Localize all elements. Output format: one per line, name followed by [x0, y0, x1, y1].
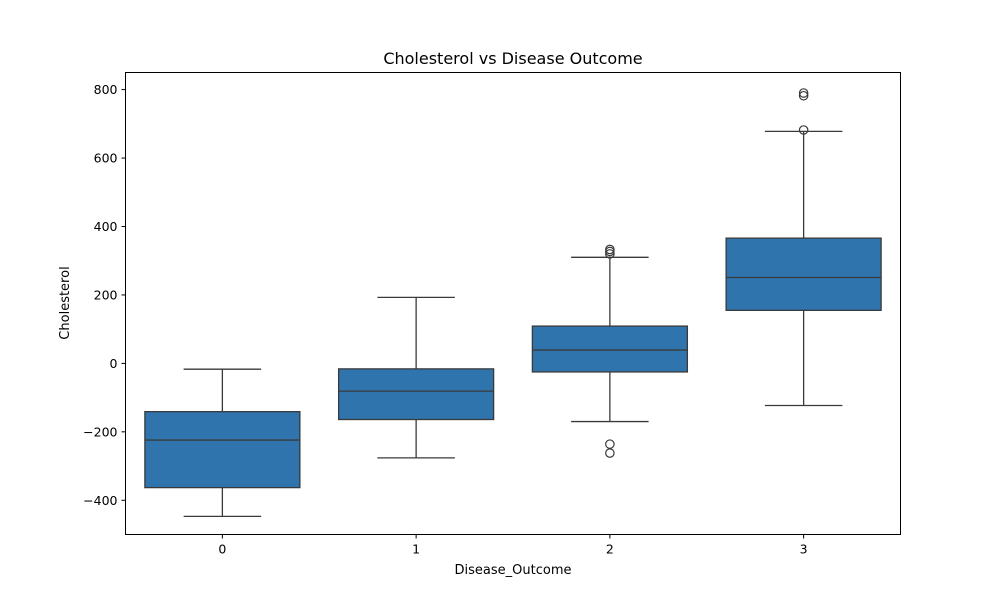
outlier-point — [605, 249, 615, 259]
x-tick-label: 1 — [412, 542, 420, 557]
box-group-2 — [531, 244, 689, 458]
box-group-0 — [144, 368, 301, 518]
x-tick-label: 3 — [800, 542, 808, 557]
outlier-point — [605, 448, 615, 458]
outlier-point — [798, 90, 809, 101]
plot-frame — [125, 72, 901, 535]
y-tick-label: 200 — [94, 287, 118, 302]
outlier-point — [798, 88, 809, 98]
y-tick-label: −200 — [83, 424, 117, 439]
x-tick-label: 0 — [218, 542, 226, 557]
box-group-1 — [337, 296, 495, 459]
y-tick-label: 800 — [94, 82, 118, 97]
y-tick-label: −400 — [83, 493, 117, 508]
y-tick-label: 400 — [94, 219, 118, 234]
box-iqr — [531, 325, 689, 373]
outlier-point — [605, 244, 615, 255]
box-iqr — [144, 410, 301, 489]
y-tick-label: 0 — [110, 356, 118, 371]
x-tick-label: 2 — [606, 542, 614, 557]
chart-title: Cholesterol vs Disease Outcome — [383, 49, 642, 68]
box-group-3 — [725, 88, 882, 407]
plot-area: −400 −200 0 200 400 600 800 0 1 2 3 — [83, 82, 882, 557]
x-axis-label: Disease_Outcome — [455, 563, 572, 578]
outlier-point — [798, 125, 809, 135]
y-axis-label: Cholesterol — [58, 266, 73, 339]
box-iqr — [337, 368, 495, 421]
box-iqr — [725, 237, 882, 311]
y-tick-label: 600 — [94, 151, 118, 166]
outlier-point — [605, 439, 615, 449]
